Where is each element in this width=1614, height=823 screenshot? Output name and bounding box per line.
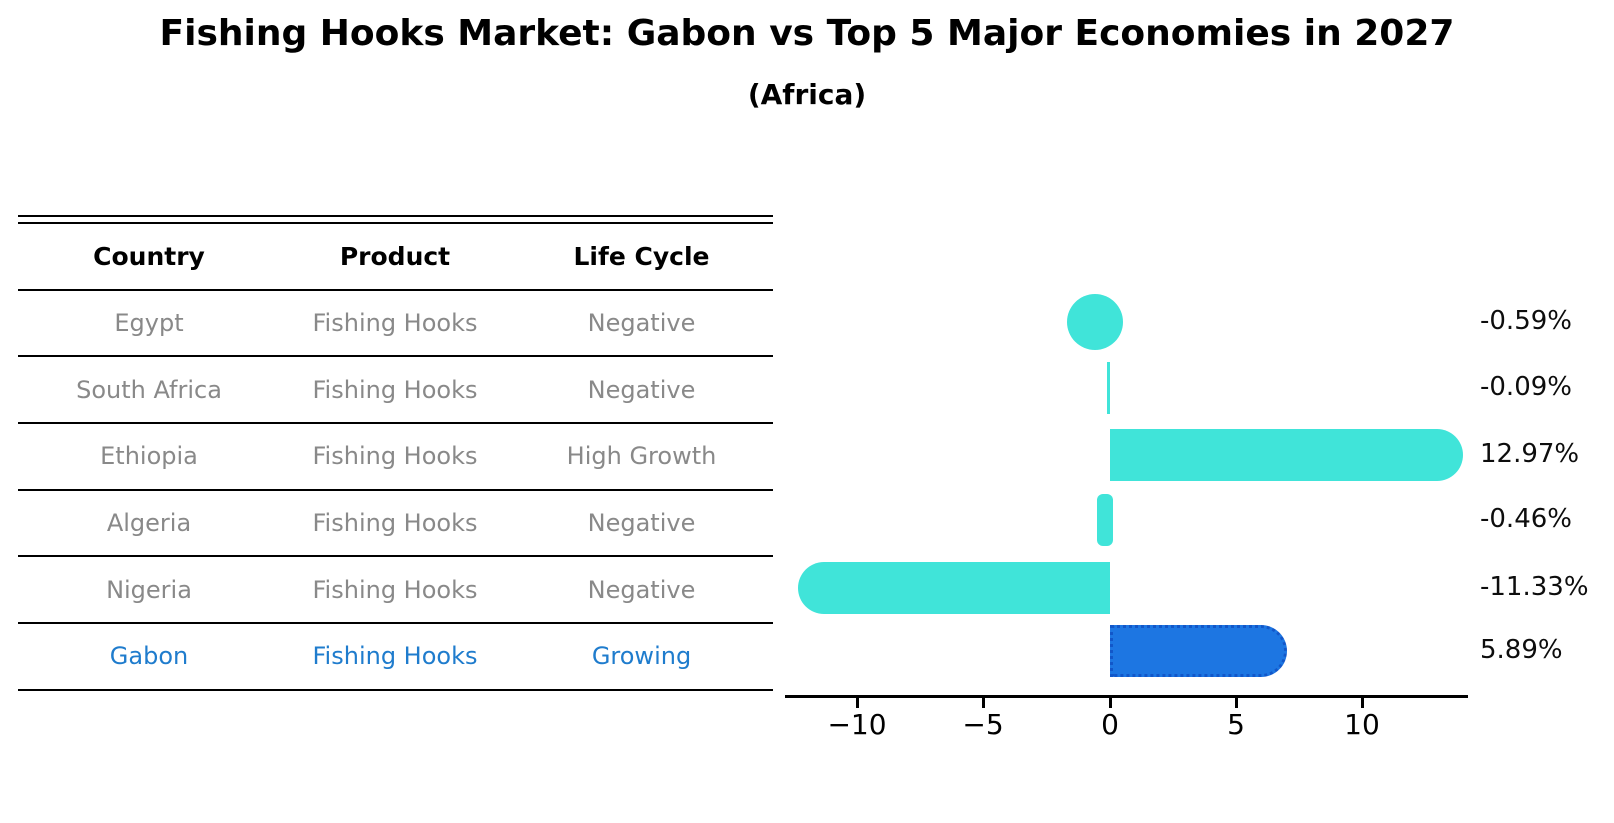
cell-lifecycle: Negative <box>587 575 696 604</box>
value-label-egypt: -0.59% <box>1480 306 1572 336</box>
table-row: Egypt Fishing Hooks Negative <box>18 288 773 356</box>
cell-country: Egypt <box>114 309 184 338</box>
value-label-algeria: -0.46% <box>1480 504 1572 534</box>
cell-lifecycle: Negative <box>587 309 696 338</box>
country-table: Country Product Life Cycle Egypt Fishing… <box>18 222 773 691</box>
bar-nigeria <box>798 562 1110 614</box>
x-tick-label: −5 <box>962 708 1004 741</box>
chart-title: Fishing Hooks Market: Gabon vs Top 5 Maj… <box>159 13 1455 54</box>
value-label-south-africa: -0.09% <box>1480 372 1572 402</box>
x-tick <box>856 698 859 708</box>
bar-ethiopia <box>1110 429 1463 481</box>
x-tick <box>982 698 985 708</box>
table-row: South Africa Fishing Hooks Negative <box>18 355 773 422</box>
table-row: Algeria Fishing Hooks Negative <box>18 488 773 556</box>
x-tick-label: 10 <box>1344 708 1380 741</box>
cell-product: Fishing Hooks <box>312 442 478 471</box>
x-tick-label: 5 <box>1227 708 1245 741</box>
table-top-rule <box>18 215 773 217</box>
x-tick <box>1235 698 1238 708</box>
cell-country: Nigeria <box>106 575 192 604</box>
cell-country: South Africa <box>76 375 222 404</box>
chart-subtitle: (Africa) <box>747 78 867 111</box>
cell-lifecycle: Growing <box>591 642 692 671</box>
bar-egypt <box>1067 294 1123 350</box>
x-tick-label: −10 <box>827 708 887 741</box>
bar-south-africa <box>1107 362 1110 414</box>
cell-product: Fishing Hooks <box>312 375 478 404</box>
x-axis-line <box>785 695 1468 698</box>
bar-algeria <box>1097 494 1113 546</box>
cell-country: Algeria <box>106 509 192 538</box>
bar-gabon-highlight <box>1110 625 1287 677</box>
table-header-row: Country Product Life Cycle <box>18 222 773 289</box>
col-header-product: Product <box>339 241 451 271</box>
x-tick <box>1109 698 1112 708</box>
cell-product: Fishing Hooks <box>312 309 478 338</box>
cell-lifecycle: High Growth <box>566 442 717 471</box>
cell-country: Ethiopia <box>100 442 198 471</box>
cell-country: Gabon <box>109 642 189 671</box>
table-row-highlight-gabon: Gabon Fishing Hooks Growing <box>18 622 773 689</box>
cell-product: Fishing Hooks <box>312 575 478 604</box>
x-tick-label: 0 <box>1101 708 1119 741</box>
cell-lifecycle: Negative <box>587 375 696 404</box>
table-row: Nigeria Fishing Hooks Negative <box>18 555 773 622</box>
cell-product: Fishing Hooks <box>312 509 478 538</box>
col-header-lifecycle: Life Cycle <box>573 241 710 271</box>
value-label-ethiopia: 12.97% <box>1480 439 1580 469</box>
cell-product: Fishing Hooks <box>312 642 478 671</box>
value-label-nigeria: -11.33% <box>1480 572 1589 602</box>
value-label-gabon: 5.89% <box>1480 635 1563 665</box>
cell-lifecycle: Negative <box>587 509 696 538</box>
table-row: Ethiopia Fishing Hooks High Growth <box>18 422 773 489</box>
col-header-country: Country <box>93 241 205 271</box>
x-tick <box>1361 698 1364 708</box>
